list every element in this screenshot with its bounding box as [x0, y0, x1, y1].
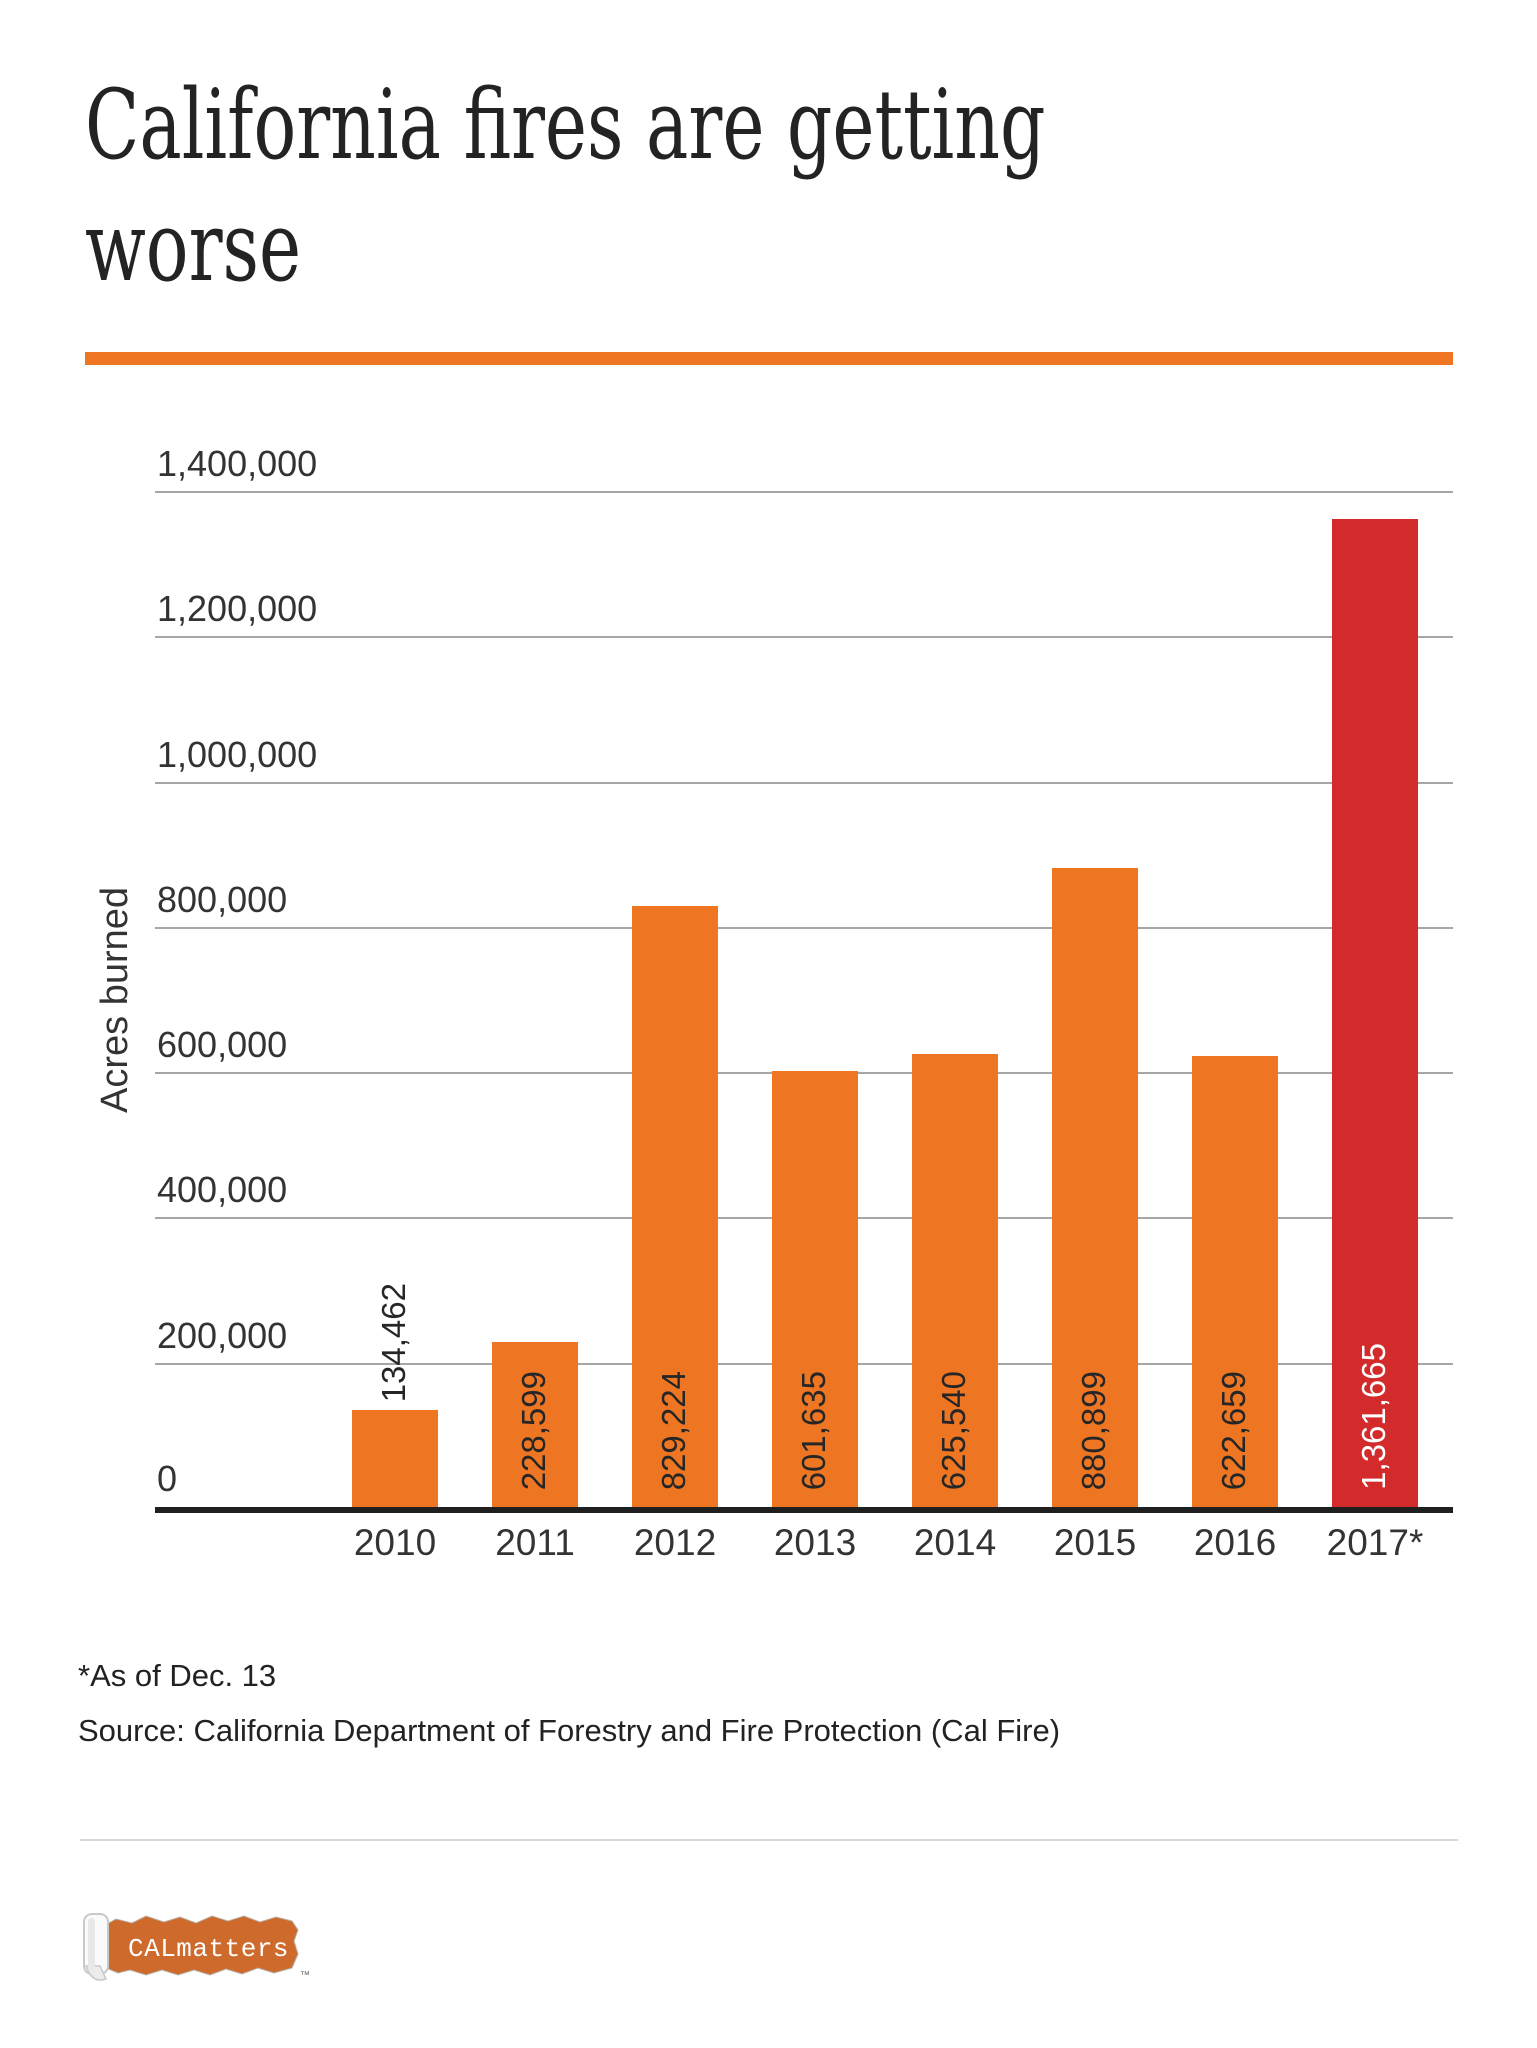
gridline-1,400,000: [155, 491, 1453, 493]
y-tick-label: 1,200,000: [157, 588, 318, 629]
bar-value-label-2010: 134,462: [375, 1283, 412, 1403]
y-tick-label: 800,000: [157, 879, 288, 920]
bar-value-label-2016: 622,659: [1215, 1371, 1252, 1491]
bar-2011: [492, 1342, 578, 1508]
x-tick-label-2011: 2011: [495, 1522, 575, 1563]
bar-value-label-2013: 601,635: [795, 1371, 832, 1491]
y-tick-label: 0: [157, 1458, 178, 1499]
footer-divider: [80, 1839, 1458, 1841]
bar-value-label-2011: 228,599: [515, 1371, 552, 1491]
page-title: California fires are getting worse: [85, 64, 1045, 308]
source-credit: Source: California Department of Forestr…: [78, 1713, 1061, 1748]
bar-2012: [632, 906, 718, 1508]
bar-value-label-2012: 829,224: [655, 1371, 692, 1491]
x-axis-baseline: [155, 1507, 1453, 1513]
bar-2013: [772, 1071, 858, 1508]
logo-paper-curl: [83, 1913, 109, 1981]
footnote: *As of Dec. 13: [78, 1658, 277, 1693]
calmatters-logo-icon: CALmatters ™: [83, 1913, 310, 1981]
y-tick-label: 400,000: [157, 1169, 288, 1210]
calmatters-logo: CALmatters ™: [76, 1902, 316, 1998]
x-tick-label-2014: 2014: [913, 1522, 997, 1563]
y-tick-label: 200,000: [157, 1315, 288, 1356]
bar-2017*: [1332, 519, 1418, 1508]
x-tick-label-2015: 2015: [1053, 1522, 1137, 1563]
x-tick-label-2013: 2013: [773, 1522, 857, 1563]
y-tick-label: 600,000: [157, 1024, 288, 1065]
accent-divider: [85, 352, 1453, 365]
logo-tm-mark: ™: [300, 1970, 310, 1981]
page-title-line2: worse: [85, 191, 302, 303]
y-tick-label: 1,400,000: [157, 443, 318, 484]
bar-value-label-2015: 880,899: [1075, 1371, 1112, 1491]
bar-value-label-2017*: 1,361,665: [1355, 1343, 1392, 1490]
gridline-1,200,000: [155, 636, 1453, 638]
x-tick-label-2016: 2016: [1193, 1522, 1277, 1563]
x-tick-label-2017*: 2017*: [1326, 1522, 1424, 1563]
page-title-line1: California fires are getting: [85, 69, 1046, 181]
gridline-1,000,000: [155, 782, 1453, 784]
x-tick-label-2012: 2012: [633, 1522, 717, 1563]
logo-torn-banner: [97, 1915, 299, 1976]
bar-2016: [1192, 1056, 1278, 1508]
bar-2015: [1052, 868, 1138, 1508]
bar-value-label-2014: 625,540: [935, 1371, 972, 1491]
gridline-800,000: [155, 927, 1453, 929]
bar-2010: [352, 1410, 438, 1508]
bar-2014: [912, 1054, 998, 1508]
y-tick-label: 1,000,000: [157, 734, 318, 775]
y-axis-title: Acres burned: [94, 887, 136, 1114]
x-tick-label-2010: 2010: [353, 1522, 437, 1563]
logo-wordmark: CALmatters: [128, 1934, 289, 1964]
